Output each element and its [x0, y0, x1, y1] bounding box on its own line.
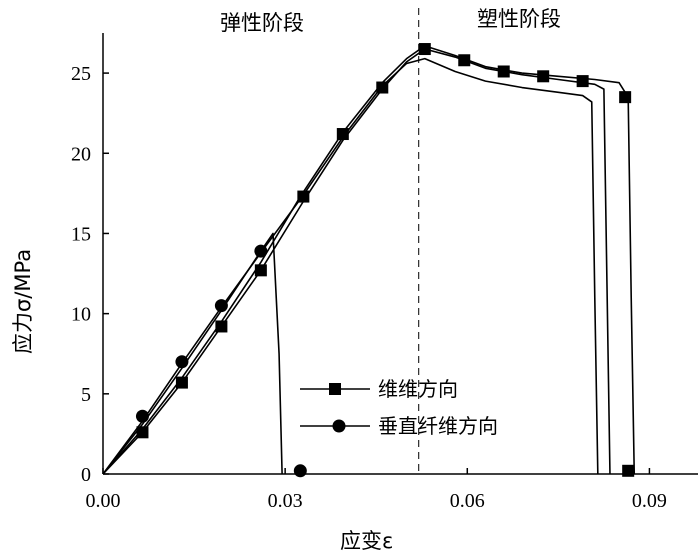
series-line-circle [102, 57, 599, 475]
marker-circle [135, 409, 149, 423]
x-axis-title: 应变ε [340, 529, 393, 553]
axes [102, 33, 698, 475]
series-lines [102, 45, 636, 475]
legend-label-square: 维维方向 [378, 377, 458, 401]
y-tick-label: 20 [71, 143, 91, 165]
y-tick-label: 0 [81, 464, 91, 486]
legend-marker-square [329, 383, 341, 395]
marker-square [418, 43, 431, 56]
marker-square [297, 190, 310, 203]
y-tick-label: 25 [71, 63, 91, 85]
x-tick-label: 0.03 [268, 490, 303, 512]
marker-square [215, 320, 228, 333]
marker-circle [293, 464, 307, 478]
legend: 维维方向 垂直纤维方向 [300, 377, 498, 438]
x-ticks: 0.00 0.03 0.06 0.09 [86, 468, 667, 512]
y-axis-title: 应力σ/MPa [11, 249, 35, 354]
marker-square [254, 264, 267, 277]
series-markers [135, 43, 635, 478]
y-tick-label: 10 [71, 304, 91, 326]
elastic-stage-label: 弹性阶段 [220, 11, 304, 35]
marker-square [622, 464, 635, 477]
marker-square [458, 54, 471, 67]
series-line-circle [102, 232, 283, 475]
x-tick-label: 0.00 [86, 490, 121, 512]
x-tick-label: 0.09 [632, 490, 667, 512]
legend-label-circle: 垂直纤维方向 [378, 414, 498, 438]
marker-square [537, 70, 550, 83]
marker-square [175, 376, 188, 389]
x-tick-label: 0.06 [450, 490, 485, 512]
y-tick-label: 5 [81, 384, 91, 406]
plastic-stage-label: 塑性阶段 [477, 7, 561, 31]
marker-square [576, 75, 589, 88]
y-tick-label: 15 [71, 223, 91, 245]
marker-circle [175, 355, 189, 369]
marker-circle [214, 299, 228, 313]
marker-square [376, 81, 389, 94]
marker-square [336, 128, 349, 141]
series-line-square [102, 48, 611, 475]
marker-square [619, 91, 632, 104]
series-line-square [102, 45, 636, 475]
marker-square [136, 426, 149, 439]
legend-marker-circle [332, 419, 346, 433]
y-ticks: 0 5 10 15 20 25 [71, 63, 109, 486]
marker-square [497, 65, 510, 78]
marker-circle [254, 244, 268, 258]
